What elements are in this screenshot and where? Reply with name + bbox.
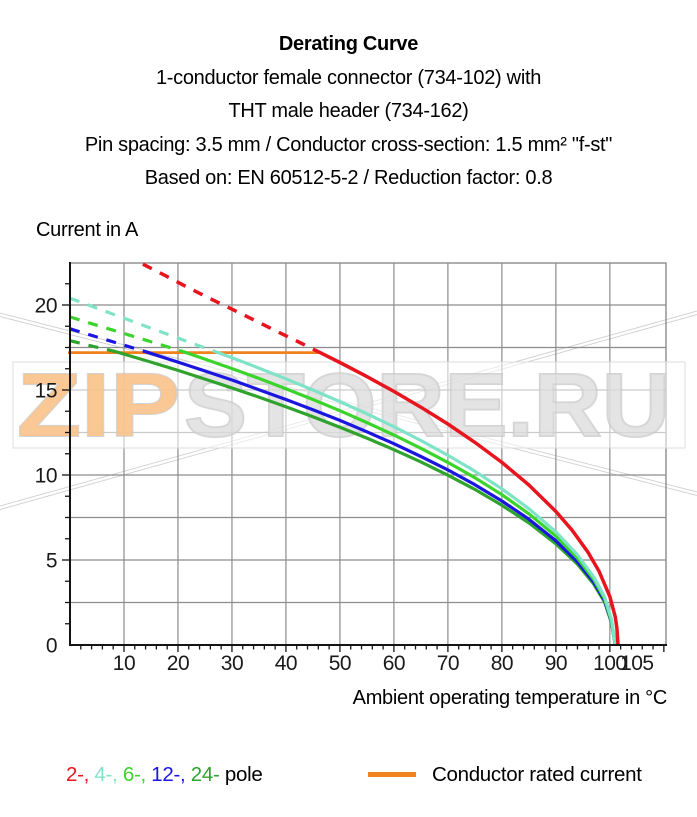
legend-pole-items: 2-, 4-, 6-, 12-, 24- — [66, 763, 225, 786]
x-tick-label: 30 — [221, 652, 243, 675]
legend-pole-label: 6-, — [122, 763, 152, 786]
x-tick-label: 60 — [383, 652, 405, 675]
y-tick-label: 10 — [35, 464, 57, 487]
watermark: ZIP STORE.RU — [12, 355, 686, 457]
x-axis-title: Ambient operating temperature in °C — [352, 687, 668, 709]
y-tick-label: 15 — [35, 379, 57, 402]
x-tick-label: 80 — [491, 652, 513, 675]
x-tick-label: 20 — [167, 652, 189, 675]
chart-subtitle-connector: 1-conductor female connector (734-102) w… — [155, 66, 542, 89]
rated-current-swatch — [368, 772, 416, 777]
legend-pole-label: 12-, — [151, 763, 191, 786]
y-axis-title: Current in A — [36, 219, 139, 241]
rated-current-label: Conductor rated current — [432, 763, 642, 786]
x-tick-label: 105 — [620, 652, 654, 675]
series-2-pole — [142, 262, 620, 646]
x-tick-label: 100 — [593, 652, 627, 675]
series-6-pole — [69, 315, 617, 646]
series-12-pole — [69, 327, 617, 646]
x-tick-label: 40 — [275, 652, 297, 675]
chart-subtitle-standard: Based on: EN 60512-5-2 / Reduction facto… — [144, 167, 553, 189]
legend-pole-list: 2-, 4-, 6-, 12-, 24- pole — [66, 763, 263, 787]
legend-pole-label: 2-, — [66, 763, 95, 786]
legend-pole-suffix: pole — [224, 763, 263, 786]
x-tick-label: 50 — [329, 652, 351, 675]
legend-pole-label: 24- — [190, 763, 225, 786]
chart-title: Derating Curve — [278, 33, 419, 55]
watermark-text-zip: ZIP — [17, 356, 180, 456]
chart-subtitle-spec: Pin spacing: 3.5 mm / Conductor cross-se… — [84, 133, 613, 156]
y-tick-label: 5 — [46, 549, 57, 572]
legend-row: 2-, 4-, 6-, 12-, 24- pole Conductor rate… — [0, 763, 697, 797]
legend-pole-label: 4-, — [94, 763, 123, 786]
y-tick-label: 0 — [46, 635, 57, 658]
series-4-pole — [69, 296, 617, 646]
x-tick-label: 90 — [545, 652, 567, 675]
y-tick-label: 20 — [35, 294, 57, 317]
x-tick-label: 70 — [437, 652, 459, 675]
title-block: Derating Curve 1-conductor female connec… — [0, 28, 697, 196]
axes — [62, 262, 667, 652]
watermark-text-store-ru: STORE.RU — [184, 356, 670, 456]
x-tick-label: 10 — [113, 652, 135, 675]
chart-subtitle-header: THT male header (734-162) — [228, 100, 469, 122]
